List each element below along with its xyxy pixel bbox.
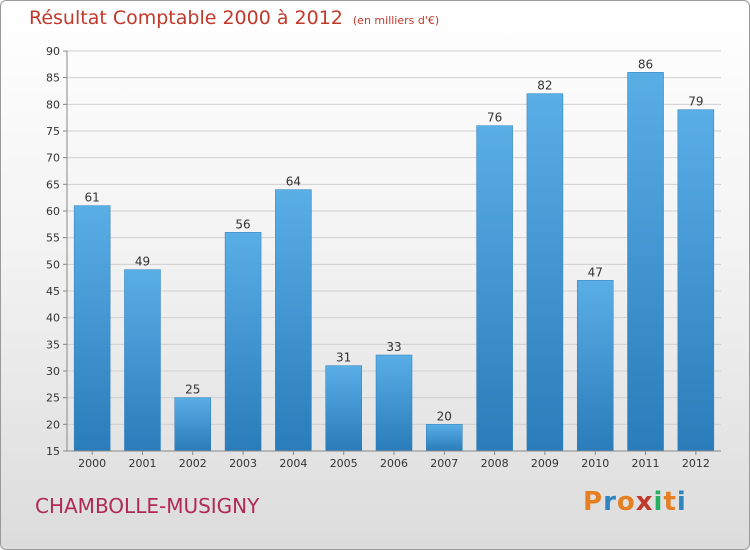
commune-name: CHAMBOLLE-MUSIGNY	[35, 494, 260, 518]
y-tick-label: 40	[46, 312, 60, 325]
y-tick-label: 80	[46, 98, 60, 111]
y-tick-label: 60	[46, 205, 60, 218]
logo-letter: o	[616, 487, 636, 517]
bar	[124, 269, 161, 452]
bar	[576, 280, 614, 452]
bar	[426, 424, 463, 452]
proxiti-logo[interactable]: Proxiti	[583, 487, 687, 517]
y-tick-label: 20	[46, 418, 60, 431]
data-label: 31	[336, 351, 351, 365]
x-tick-label: 2010	[581, 457, 609, 470]
bar	[627, 72, 664, 452]
bar	[375, 354, 413, 452]
bar	[174, 397, 212, 452]
logo-letter: i	[653, 487, 664, 517]
y-axis: 15 20 25 30 35 40 45 50 55 60 65 70 75 80 85 90	[46, 45, 68, 458]
x-tick-label: 2009	[531, 457, 559, 470]
y-tick-label: 45	[46, 285, 60, 298]
bar	[325, 365, 362, 452]
bar	[526, 93, 564, 452]
y-tick-label: 35	[46, 338, 60, 351]
bar	[275, 189, 312, 452]
bar	[73, 205, 111, 452]
bar	[677, 109, 715, 452]
y-tick-label: 70	[46, 152, 60, 165]
x-tick-label: 2002	[179, 457, 207, 470]
data-label: 49	[135, 255, 150, 269]
bar	[224, 232, 262, 452]
y-tick-label: 25	[46, 392, 60, 405]
data-label: 33	[386, 340, 401, 354]
y-tick-label: 65	[46, 178, 60, 191]
x-tick-label: 2003	[229, 457, 257, 470]
data-label: 56	[235, 217, 250, 231]
bars: 61 49 25 56 64 31 33 20 76 82 47 86 79	[73, 57, 715, 452]
logo-letter: i	[676, 487, 687, 517]
y-tick-label: 30	[46, 365, 60, 378]
logo-letter: P	[583, 487, 604, 517]
x-tick-label: 2001	[128, 457, 156, 470]
x-tick-label: 2007	[430, 457, 458, 470]
data-label: 20	[437, 409, 452, 423]
y-tick-label: 75	[46, 125, 60, 138]
data-label: 25	[185, 383, 200, 397]
x-tick-label: 2006	[380, 457, 408, 470]
y-tick-label: 90	[46, 45, 60, 58]
chart-title: Résultat Comptable 2000 à 2012 (en millie…	[29, 7, 439, 29]
x-tick-label: 2012	[682, 457, 710, 470]
chart-unit: (en milliers d'€)	[352, 14, 440, 27]
data-label: 64	[286, 175, 301, 189]
data-label: 79	[688, 95, 703, 109]
y-tick-label: 15	[46, 445, 60, 458]
data-label: 76	[487, 111, 502, 125]
x-tick-label: 2004	[279, 457, 307, 470]
x-tick-label: 2000	[78, 457, 106, 470]
chart-title-text: Résultat Comptable 2000 à 2012	[29, 7, 343, 29]
y-tick-label: 85	[46, 72, 60, 85]
data-label: 82	[537, 79, 552, 93]
x-tick-label: 2005	[330, 457, 358, 470]
x-axis: 2000 2001 2002 2003 2004 2005 2006 2007 2008 2009…	[67, 450, 721, 470]
y-tick-label: 50	[46, 258, 60, 271]
x-tick-label: 2011	[632, 457, 660, 470]
logo-letter: t	[663, 487, 677, 517]
bar	[476, 125, 513, 452]
logo-letter: x	[635, 487, 654, 517]
y-tick-label: 55	[46, 232, 60, 245]
data-label: 47	[588, 265, 603, 279]
data-label: 86	[638, 57, 653, 71]
x-tick-label: 2008	[481, 457, 509, 470]
logo-letter: r	[603, 487, 617, 517]
data-label: 61	[85, 191, 100, 205]
